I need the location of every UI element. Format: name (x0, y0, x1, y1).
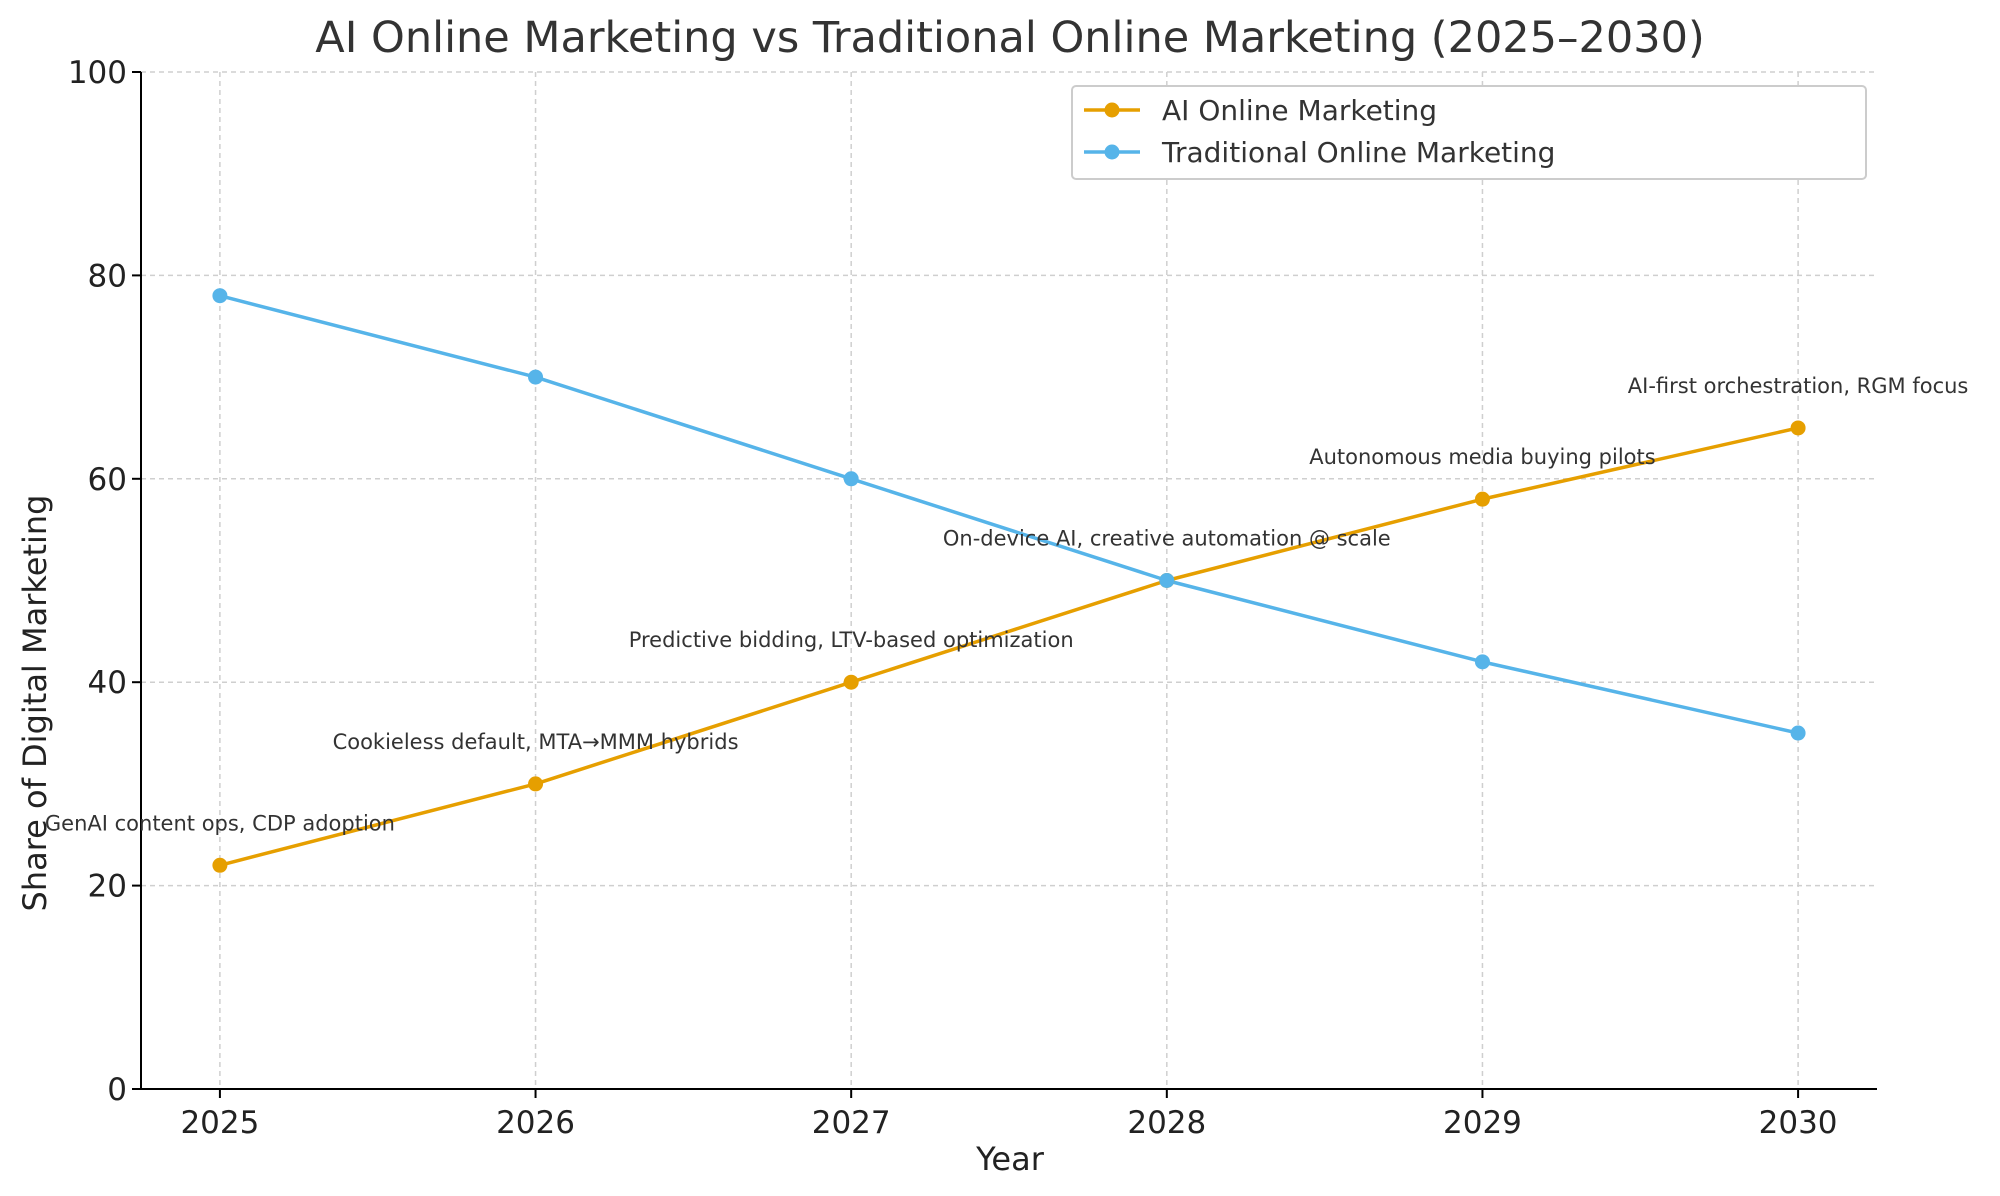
data-point-traditional-online-marketing (1474, 654, 1490, 670)
annotation-label: Autonomous media buying pilots (1309, 445, 1655, 469)
data-point-traditional-online-marketing (1159, 573, 1175, 588)
annotation-label: On-device AI, creative automation @ scal… (943, 527, 1391, 551)
data-point-ai-online-marketing (843, 674, 859, 690)
x-axis-label: Year (975, 1140, 1045, 1178)
data-point-traditional-online-marketing (843, 471, 859, 487)
data-point-ai-online-marketing (1790, 420, 1806, 436)
legend-label-traditional-online-marketing: Traditional Online Marketing (1161, 136, 1555, 169)
annotation-label: AI-first orchestration, RGM focus (1628, 374, 1969, 398)
data-point-ai-online-marketing (212, 857, 228, 873)
x-tick-label: 2025 (180, 1105, 259, 1141)
y-tick-label: 100 (68, 55, 127, 91)
annotations: GenAI content ops, CDP adoption Cookieles… (45, 374, 1969, 835)
y-tick-label: 20 (88, 869, 127, 905)
y-tick-label: 0 (107, 1072, 127, 1108)
x-tick-label: 2029 (1443, 1105, 1522, 1141)
legend-box (1071, 85, 1867, 180)
tick-labels: 2025 2026 2027 2028 2029 2030 0 20 40 60 80 100 (68, 55, 1838, 1141)
axes (132, 71, 1877, 1098)
series-lines (219, 294, 1799, 867)
y-tick-label: 60 (88, 462, 127, 498)
annotation-label: Predictive bidding, LTV-based optimizati… (629, 628, 1074, 652)
y-tick-label: 40 (88, 665, 127, 701)
data-point-traditional-online-marketing (1790, 725, 1806, 741)
data-point-traditional-online-marketing (212, 288, 228, 304)
series-line-ai-online-marketing (219, 426, 1799, 867)
y-tick-label: 80 (88, 258, 127, 294)
x-tick-label: 2028 (1127, 1105, 1206, 1141)
chart-title: AI Online Marketing vs Traditional Onlin… (315, 13, 1704, 63)
data-point-ai-online-marketing (528, 776, 544, 792)
x-tick-label: 2030 (1759, 1105, 1838, 1141)
data-point-traditional-online-marketing (528, 369, 544, 385)
legend-label-ai-online-marketing: AI Online Marketing (1162, 94, 1437, 127)
y-axis-label: Share of Digital Marketing (16, 495, 54, 912)
legend-marker-ai-online-marketing (1104, 102, 1120, 118)
annotation-label: GenAI content ops, CDP adoption (45, 811, 395, 835)
data-point-ai-online-marketing (1474, 491, 1490, 507)
legend: AI Online Marketing Traditional Online Ma… (1071, 85, 1867, 180)
x-tick-label: 2027 (812, 1105, 891, 1141)
legend-marker-traditional-online-marketing (1104, 144, 1120, 160)
series-points (212, 288, 1806, 873)
annotation-label: Cookieless default, MTA→MMM hybrids (333, 730, 739, 754)
x-tick-label: 2026 (496, 1105, 575, 1141)
series-line-traditional-online-marketing (219, 294, 1799, 735)
